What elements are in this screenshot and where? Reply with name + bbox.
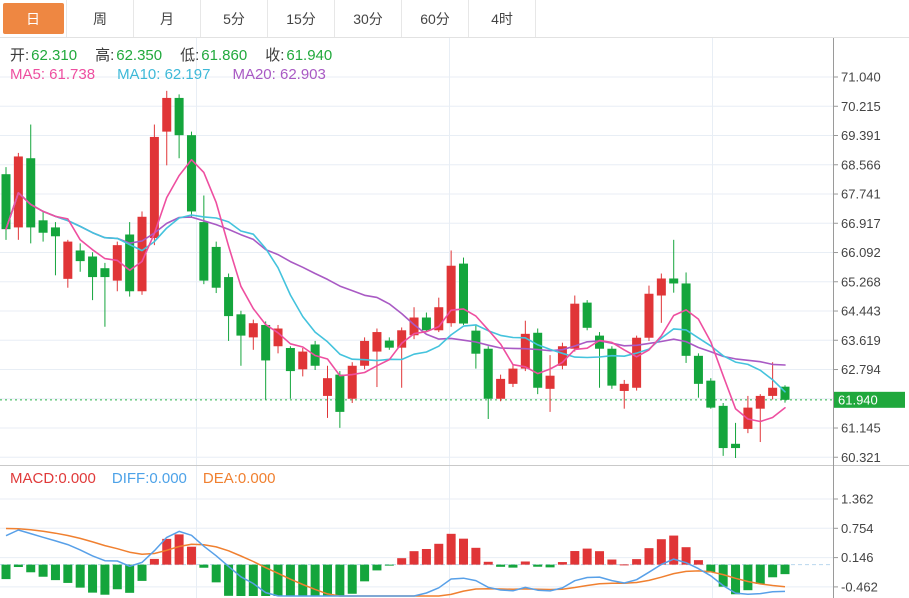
svg-text:71.040: 71.040 <box>841 70 881 85</box>
tab-monthly[interactable]: 月 <box>134 0 201 37</box>
svg-text:66.917: 66.917 <box>841 216 881 231</box>
tab-4hour[interactable]: 4时 <box>469 0 536 37</box>
svg-text:70.215: 70.215 <box>841 99 881 114</box>
svg-text:63.619: 63.619 <box>841 333 881 348</box>
svg-text:61.145: 61.145 <box>841 421 881 436</box>
svg-text:65.268: 65.268 <box>841 274 881 289</box>
svg-text:1.362: 1.362 <box>841 492 874 507</box>
svg-text:-0.462: -0.462 <box>841 579 878 594</box>
tab-daily[interactable]: 日 <box>0 0 67 37</box>
svg-text:67.741: 67.741 <box>841 187 881 202</box>
svg-text:0.146: 0.146 <box>841 550 874 565</box>
svg-text:61.940: 61.940 <box>838 392 878 407</box>
tab-5min[interactable]: 5分 <box>201 0 268 37</box>
tab-60min[interactable]: 60分 <box>402 0 469 37</box>
svg-text:60.321: 60.321 <box>841 450 881 465</box>
tab-daily-label: 日 <box>2 3 64 34</box>
svg-text:68.566: 68.566 <box>841 157 881 172</box>
tab-15min[interactable]: 15分 <box>268 0 335 37</box>
svg-text:66.092: 66.092 <box>841 245 881 260</box>
svg-text:62.794: 62.794 <box>841 362 881 377</box>
svg-text:64.443: 64.443 <box>841 304 881 319</box>
tab-30min[interactable]: 30分 <box>335 0 402 37</box>
tab-weekly[interactable]: 周 <box>67 0 134 37</box>
period-tabbar: 日 周 月 5分 15分 30分 60分 4时 <box>0 0 909 38</box>
svg-text:0.754: 0.754 <box>841 521 874 536</box>
svg-text:69.391: 69.391 <box>841 128 881 143</box>
